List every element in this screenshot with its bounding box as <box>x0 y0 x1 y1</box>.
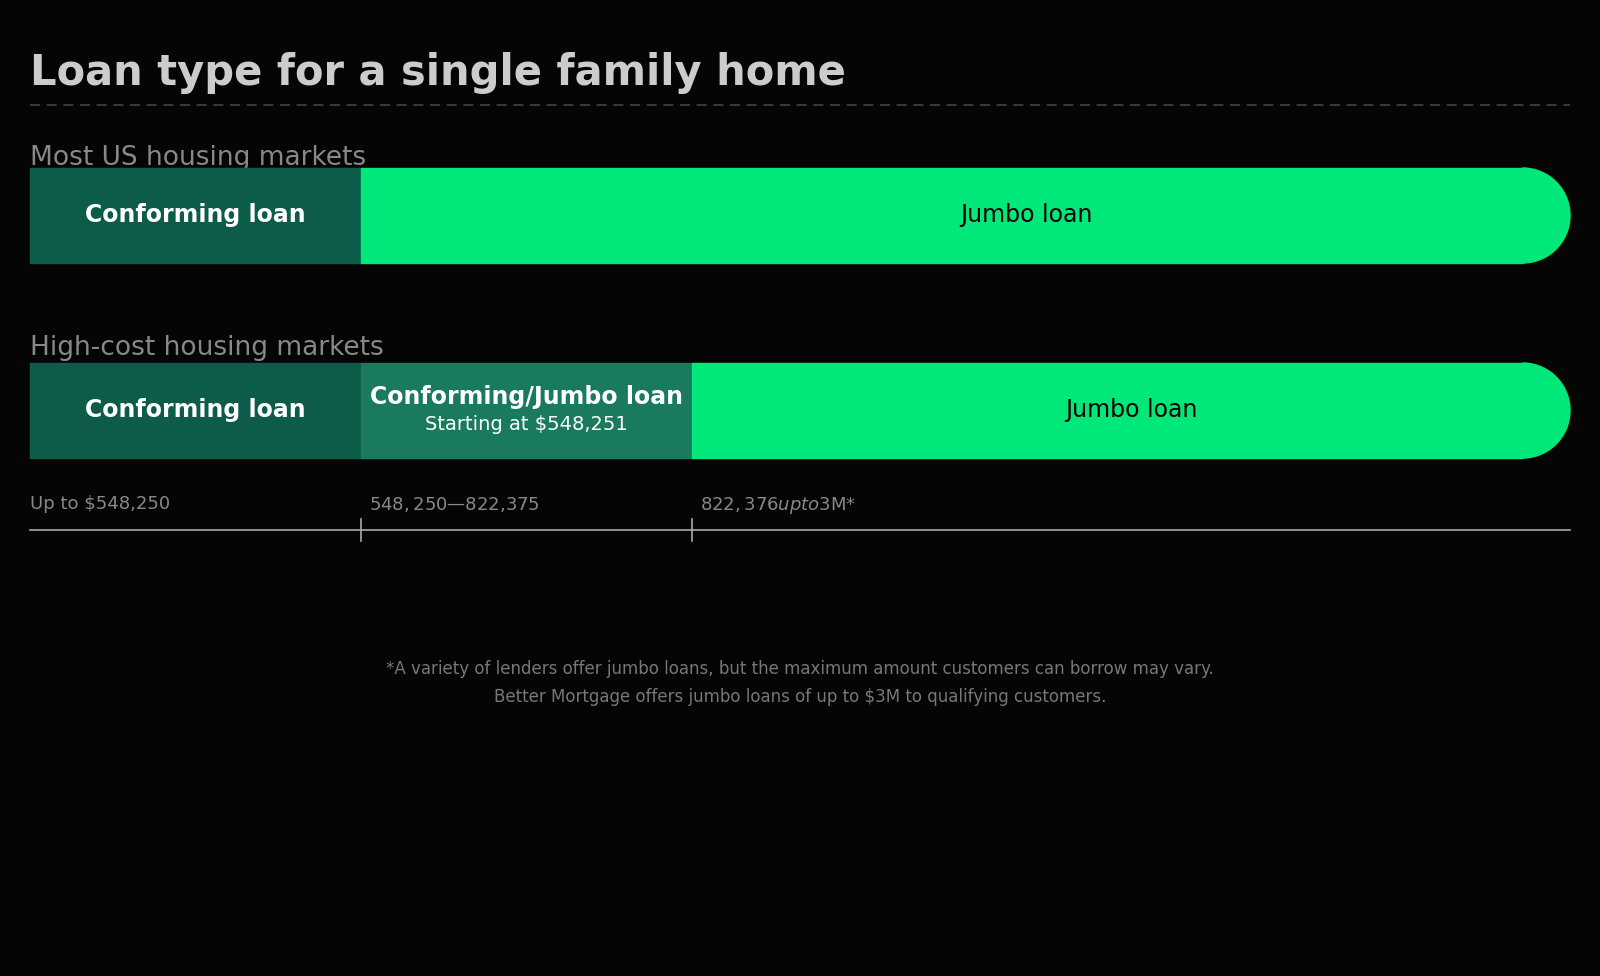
Bar <box>362 168 1523 263</box>
Bar <box>30 363 362 458</box>
Text: Starting at $548,251: Starting at $548,251 <box>426 415 629 433</box>
Text: $822,376 up to $3M*: $822,376 up to $3M* <box>701 495 856 516</box>
Text: *A variety of lenders offer jumbo loans, but the maximum amount customers can bo: *A variety of lenders offer jumbo loans,… <box>386 660 1214 678</box>
Polygon shape <box>1523 363 1570 458</box>
Polygon shape <box>1523 168 1570 263</box>
Text: Jumbo loan: Jumbo loan <box>1066 398 1197 422</box>
Text: Up to $548,250: Up to $548,250 <box>30 495 170 513</box>
Text: $548,250—$822,375: $548,250—$822,375 <box>370 495 539 514</box>
Text: Conforming/Jumbo loan: Conforming/Jumbo loan <box>370 385 683 409</box>
Text: Jumbo loan: Jumbo loan <box>960 203 1093 227</box>
Text: Better Mortgage offers jumbo loans of up to $3M to qualifying customers.: Better Mortgage offers jumbo loans of up… <box>494 688 1106 706</box>
Bar <box>693 363 1523 458</box>
Text: Loan type for a single family home: Loan type for a single family home <box>30 52 846 94</box>
Text: Conforming loan: Conforming loan <box>85 203 306 227</box>
Bar <box>30 168 362 263</box>
Text: Conforming loan: Conforming loan <box>85 398 306 422</box>
Bar <box>362 363 693 458</box>
Text: High-cost housing markets: High-cost housing markets <box>30 335 384 361</box>
Text: Most US housing markets: Most US housing markets <box>30 145 366 171</box>
